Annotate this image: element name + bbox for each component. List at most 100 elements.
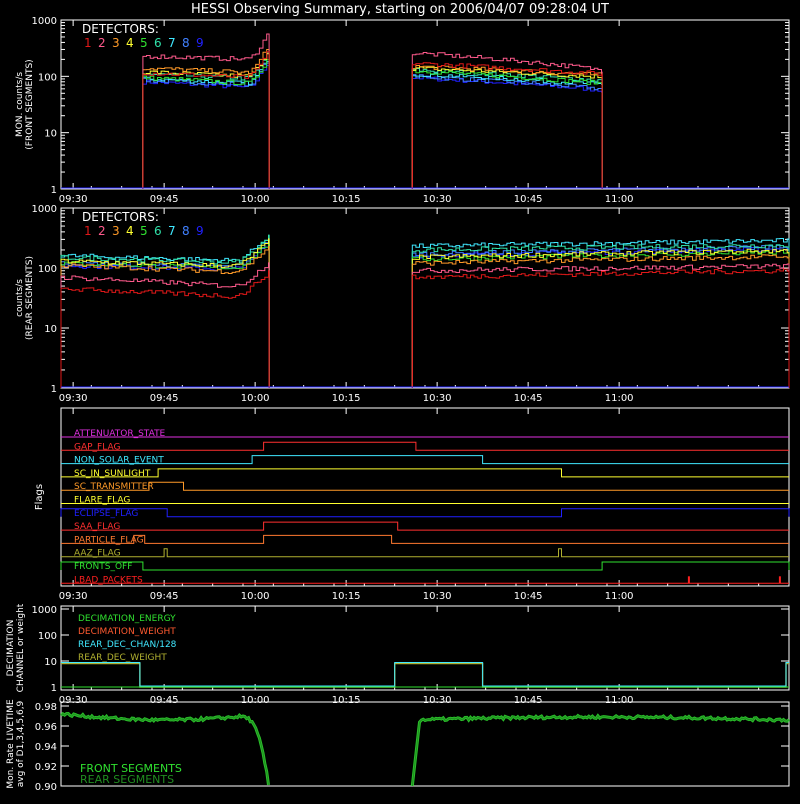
flags-xtick-label: 10:15 — [332, 591, 361, 602]
front-series-4 — [142, 53, 603, 189]
flag-label-fronts_off: FRONTS_OFF — [74, 562, 132, 572]
front-series-2 — [142, 33, 603, 189]
flags-frame — [60, 407, 790, 587]
flag-label-attenuator_state: ATTENUATOR_STATE — [74, 429, 166, 439]
decimation-rear-weight-line — [61, 662, 789, 688]
rear-xtick-label: 11:00 — [605, 393, 634, 404]
decimation-xtick-label: 10:15 — [332, 695, 361, 706]
flags-xtick-label: 09:30 — [59, 591, 88, 602]
livetime-frame — [60, 701, 790, 787]
rear-xtick-label: 10:45 — [514, 393, 543, 404]
front-xtick-label: 09:45 — [150, 194, 179, 205]
flag-line-fronts_off — [60, 561, 790, 571]
decimation-ylabel: DECIMATION — [6, 620, 16, 677]
livetime-ytick-label: 0.94 — [35, 742, 57, 753]
rear-xtick-label: 10:15 — [332, 393, 361, 404]
livetime-rear-series — [60, 712, 269, 785]
front-xtick-label: 09:30 — [59, 194, 88, 205]
rear-series-3 — [60, 246, 790, 388]
livetime-ytick-label: 0.98 — [35, 702, 57, 713]
front-legend-label: 5 — [140, 36, 148, 50]
rear-legend-label: 4 — [126, 224, 134, 238]
flag-line-particle_flag — [61, 534, 789, 544]
decimation-ytick-label: 1000 — [32, 605, 57, 616]
flag-line-sc_transmitter — [61, 481, 789, 491]
livetime-legend-1: REAR SEGMENTS — [80, 773, 174, 786]
rear-legend-label: 7 — [168, 224, 176, 238]
flag-line-aaz_flag — [61, 548, 789, 558]
rear-legend-label: 8 — [182, 224, 190, 238]
front-legend-label: 7 — [168, 36, 176, 50]
livetime-rear-series — [411, 714, 790, 787]
rear-ytick-label: 1000 — [32, 204, 57, 215]
front-ytick-label: 10 — [44, 129, 57, 140]
front-xtick-label: 10:45 — [514, 194, 543, 205]
decimation-xtick-label: 10:00 — [241, 695, 270, 706]
figure-title: HESSI Observing Summary, starting on 200… — [191, 2, 609, 17]
rear-ylabel: counts/s — [15, 279, 25, 317]
flags-xtick-label: 10:00 — [241, 591, 270, 602]
decimation-ylabel: CHANNEL or weight — [16, 603, 26, 692]
rear-series-2 — [60, 262, 790, 388]
front-series-6 — [142, 52, 603, 189]
flag-label-gap_flag: GAP_FLAG — [74, 442, 120, 452]
decimation-ytick-label: 100 — [38, 631, 57, 642]
flag-label-sc_in_sunlight: SC_IN_SUNLIGHT — [74, 469, 151, 479]
rear-legend-label: 6 — [154, 224, 162, 238]
rear-series-4 — [60, 238, 790, 388]
livetime-ylabel: Mon. Rate LIVETIME — [6, 699, 16, 789]
front-legend-label: 3 — [112, 36, 120, 50]
flags-xtick-label: 10:45 — [514, 591, 543, 602]
livetime-ylabel: avg of D1,3,4,5,6,9 — [16, 700, 26, 787]
flag-line-non_solar_event — [61, 455, 789, 465]
decimation-xtick-label: 10:30 — [423, 695, 452, 706]
decimation-legend-1: DECIMATION_WEIGHT — [78, 627, 176, 637]
flags-xtick-label: 11:00 — [605, 591, 634, 602]
flag-label-lbad_packets: LBAD_PACKETS — [74, 575, 143, 585]
rear-series-7 — [60, 235, 790, 388]
rear-legend-label: 3 — [112, 224, 120, 238]
front-ylabel: (FRONT SEGMENTS) — [25, 59, 35, 149]
decimation-rear-chan-line — [61, 662, 789, 687]
front-xtick-label: 10:30 — [423, 194, 452, 205]
decimation-xtick-label: 09:45 — [150, 695, 179, 706]
flag-label-non_solar_event: NON_SOLAR_EVENT — [74, 456, 164, 466]
flag-label-sc_transmitter: SC_TRANSMITTER — [74, 482, 154, 492]
decimation-ytick-label: 10 — [44, 657, 57, 668]
front-legend-label: 6 — [154, 36, 162, 50]
decimation-xtick-label: 11:00 — [605, 695, 634, 706]
rear-xtick-label: 09:30 — [59, 393, 88, 404]
front-series-5 — [142, 59, 603, 189]
rear-legend-label: 1 — [84, 224, 92, 238]
rear-xtick-label: 10:00 — [241, 393, 270, 404]
flag-label-particle_flag: PARTICLE_FLAG — [74, 535, 144, 545]
decimation-xtick-label: 10:45 — [514, 695, 543, 706]
livetime-ytick-label: 0.90 — [35, 782, 57, 793]
rear-xtick-label: 10:30 — [423, 393, 452, 404]
flag-line-saa_flag — [61, 521, 789, 531]
front-ytick-label: 1000 — [32, 16, 57, 27]
front-ytick-label: 1 — [51, 185, 57, 196]
decimation-legend-2: REAR_DEC_CHAN/128 — [78, 640, 177, 650]
decimation-ytick-label: 1 — [51, 683, 57, 694]
rear-legend-label: 9 — [196, 224, 204, 238]
front-xtick-label: 11:00 — [605, 194, 634, 205]
flags-xtick-label: 10:30 — [423, 591, 452, 602]
rear-legend-label: 5 — [140, 224, 148, 238]
rear-legend-title: DETECTORS: — [82, 210, 159, 224]
rear-xtick-label: 09:45 — [150, 393, 179, 404]
front-xtick-label: 10:00 — [241, 194, 270, 205]
livetime-front-series — [410, 713, 790, 787]
livetime-ytick-label: 0.96 — [35, 722, 57, 733]
rear-series-6 — [60, 234, 790, 388]
front-ytick-label: 100 — [38, 72, 57, 83]
flag-label-eclipse_flag: ECLIPSE_FLAG — [74, 509, 138, 519]
flags-ylabel: Flags — [34, 484, 45, 510]
front-legend-label: 4 — [126, 36, 134, 50]
front-series-1 — [142, 51, 603, 189]
flag-label-flare_flag: FLARE_FLAG — [74, 496, 130, 506]
rear-ytick-label: 100 — [38, 264, 57, 275]
front-series-3 — [142, 49, 603, 189]
decimation-xtick-label: 09:30 — [59, 695, 88, 706]
